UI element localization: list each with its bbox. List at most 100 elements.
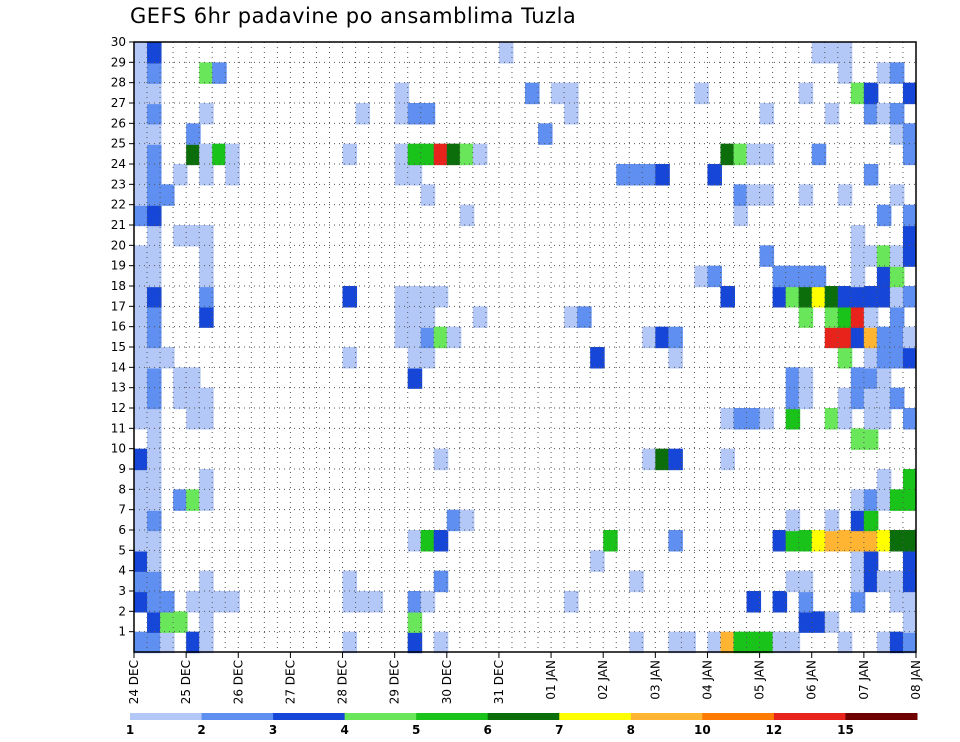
- x-tick-label: 02 JAN: [596, 660, 610, 700]
- heatmap-cell: [147, 184, 162, 206]
- heatmap-cell: [733, 143, 749, 166]
- heatmap-cell: [420, 143, 436, 166]
- heatmap-cell: [629, 631, 644, 654]
- heatmap-cell: [199, 164, 214, 186]
- heatmap-cell: [564, 82, 579, 105]
- heatmap-cell: [876, 631, 892, 654]
- heatmap-cell: [785, 408, 801, 430]
- heatmap-cell: [407, 367, 423, 389]
- heatmap-cell: [173, 367, 188, 389]
- y-tick-label: 17: [111, 299, 126, 313]
- heatmap-cell: [876, 286, 892, 308]
- heatmap-cell: [902, 143, 916, 166]
- heatmap-cell: [876, 387, 892, 410]
- heatmap-cell: [199, 469, 214, 491]
- y-tick-label: 9: [118, 462, 126, 476]
- heatmap-cell: [199, 489, 214, 511]
- heatmap-cell: [772, 631, 788, 654]
- heatmap-cell: [160, 347, 175, 369]
- heatmap-cell: [212, 143, 227, 166]
- heatmap-cell: [733, 631, 749, 654]
- y-tick-label: 23: [111, 177, 126, 191]
- heatmap-cell: [876, 408, 892, 430]
- y-tick-label: 2: [118, 604, 126, 618]
- heatmap-cell: [798, 530, 814, 552]
- heatmap-cell: [824, 326, 840, 349]
- axis-layer: 1234567891011121314151617181920212223242…: [111, 35, 923, 704]
- y-tick-label: 15: [111, 340, 126, 354]
- y-tick-label: 16: [111, 320, 126, 334]
- heatmap-cell: [564, 306, 579, 328]
- y-tick-label: 26: [111, 116, 126, 130]
- heatmap-cell: [134, 591, 149, 613]
- heatmap-cell: [720, 448, 735, 471]
- heatmap-cell: [407, 591, 423, 613]
- heatmap-cell: [720, 408, 735, 430]
- heatmap-cell: [811, 265, 827, 288]
- heatmap-cell: [199, 62, 214, 84]
- legend-color-swatch: [630, 713, 703, 720]
- y-tick-label: 12: [111, 401, 126, 415]
- heatmap-cell: [134, 570, 149, 593]
- heatmap-cell: [186, 631, 201, 654]
- heatmap-cell: [420, 184, 436, 206]
- heatmap-cell: [147, 489, 162, 511]
- heatmap-cell: [746, 143, 762, 166]
- y-tick-label: 10: [111, 442, 126, 456]
- heatmap-cell: [694, 265, 709, 288]
- heatmap-cell: [850, 326, 866, 349]
- heatmap-cell: [850, 387, 866, 410]
- heatmap-cell: [850, 530, 866, 552]
- heatmap-cell: [876, 265, 892, 288]
- heatmap-cell: [134, 408, 149, 430]
- heatmap-cell: [199, 591, 214, 613]
- heatmap-cell: [902, 123, 916, 145]
- heatmap-cell: [798, 387, 814, 410]
- heatmap-cell: [355, 103, 371, 125]
- heatmap-cell: [850, 570, 866, 593]
- heatmap-cell: [433, 631, 449, 654]
- heatmap-cell: [147, 367, 162, 389]
- heatmap-cell: [134, 469, 149, 491]
- heatmap-cell: [199, 265, 214, 288]
- heatmap-cell: [342, 631, 358, 654]
- y-tick-label: 20: [111, 238, 126, 252]
- heatmap-cell: [902, 82, 916, 105]
- heatmap-cell: [785, 367, 801, 389]
- heatmap-cell: [525, 82, 540, 105]
- y-tick-label: 3: [118, 584, 126, 598]
- heatmap-cell: [863, 82, 879, 105]
- color-legend: 1 2 3 4 5 6 7 8 10 12 15: [126, 713, 918, 737]
- heatmap-cell: [902, 570, 916, 593]
- heatmap-cell: [564, 103, 579, 125]
- heatmap-cell: [889, 347, 905, 369]
- y-tick-label: 28: [111, 76, 126, 90]
- heatmap-cell: [824, 42, 840, 64]
- heatmap-cell: [134, 245, 149, 267]
- heatmap-cell: [407, 611, 423, 633]
- y-tick-label: 27: [111, 96, 126, 110]
- x-tick-label: 04 JAN: [700, 660, 714, 700]
- y-tick-label: 13: [111, 381, 126, 395]
- heatmap-cell: [394, 326, 410, 349]
- heatmap-cell: [850, 509, 866, 532]
- y-tick-label: 29: [111, 55, 126, 69]
- heatmap-cell: [407, 306, 423, 328]
- heatmap-cell: [147, 306, 162, 328]
- heatmap-cell: [798, 286, 814, 308]
- heatmap-cell: [759, 408, 775, 430]
- heatmap-cell: [798, 591, 814, 613]
- heatmap-cell: [160, 631, 175, 654]
- heatmap-cell: [889, 530, 905, 552]
- heatmap-cell: [772, 591, 788, 613]
- heatmap-cell: [199, 245, 214, 267]
- heatmap-cell: [798, 611, 814, 633]
- heatmap-cell: [134, 62, 149, 84]
- heatmap-cell: [837, 387, 853, 410]
- heatmap-cell: [199, 103, 214, 125]
- heatmap-cell: [876, 204, 892, 227]
- heatmap-cell: [147, 570, 162, 593]
- heatmap-cell: [394, 82, 410, 105]
- heatmap-cell: [446, 509, 462, 532]
- heatmap-cell: [772, 530, 788, 552]
